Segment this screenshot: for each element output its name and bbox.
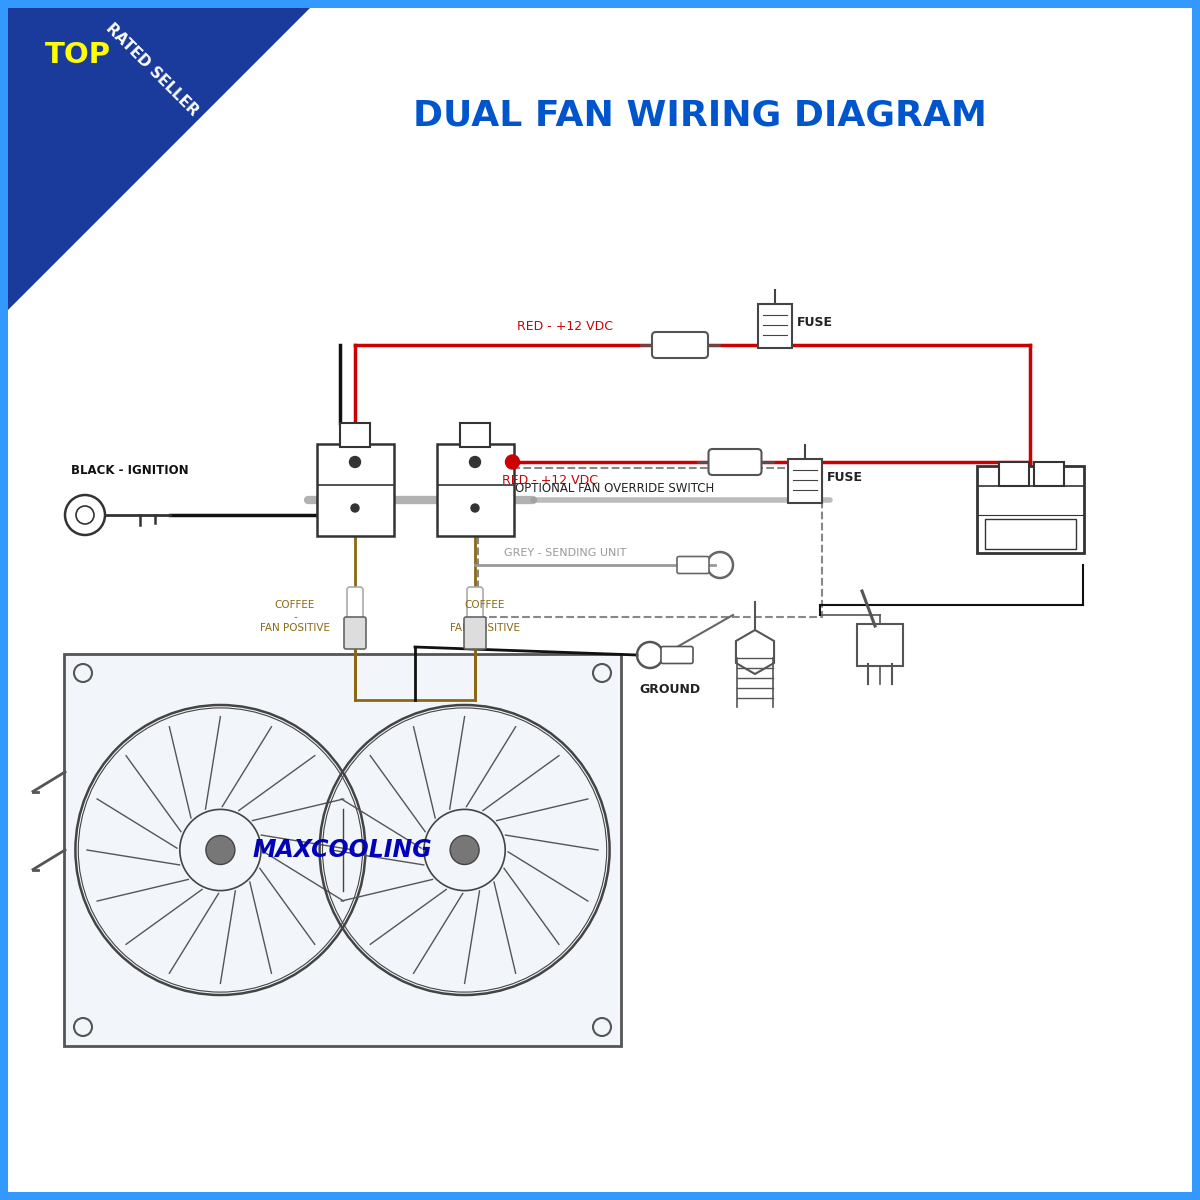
Circle shape — [470, 504, 479, 512]
Circle shape — [469, 456, 480, 468]
FancyBboxPatch shape — [344, 617, 366, 649]
Text: FUSE: FUSE — [797, 317, 833, 330]
Text: MAXCOOLING: MAXCOOLING — [253, 838, 432, 862]
FancyBboxPatch shape — [317, 444, 394, 536]
Text: COFFEE
-
FAN POSITIVE: COFFEE - FAN POSITIVE — [260, 600, 330, 634]
FancyBboxPatch shape — [464, 617, 486, 649]
Text: TOP: TOP — [46, 41, 112, 68]
FancyBboxPatch shape — [1034, 462, 1064, 486]
Text: FUSE: FUSE — [827, 472, 863, 485]
Text: GROUND: GROUND — [640, 683, 701, 696]
FancyBboxPatch shape — [857, 624, 904, 666]
Circle shape — [505, 455, 520, 469]
Circle shape — [450, 835, 479, 864]
Text: DUAL FAN WIRING DIAGRAM: DUAL FAN WIRING DIAGRAM — [413, 98, 986, 132]
FancyBboxPatch shape — [652, 332, 708, 358]
Text: GREY - SENDING UNIT: GREY - SENDING UNIT — [504, 548, 626, 558]
FancyBboxPatch shape — [661, 647, 694, 664]
FancyBboxPatch shape — [998, 462, 1030, 486]
Polygon shape — [8, 8, 310, 310]
FancyBboxPatch shape — [677, 557, 709, 574]
Text: RED - +12 VDC: RED - +12 VDC — [517, 320, 613, 334]
FancyBboxPatch shape — [347, 587, 364, 634]
Text: OPTIONAL FAN OVERRIDE SWITCH: OPTIONAL FAN OVERRIDE SWITCH — [515, 481, 714, 494]
FancyBboxPatch shape — [788, 458, 822, 503]
Polygon shape — [736, 630, 774, 674]
Circle shape — [352, 504, 359, 512]
FancyBboxPatch shape — [340, 422, 370, 446]
Text: COFFEE
-
FAN POSITIVE: COFFEE - FAN POSITIVE — [450, 600, 520, 634]
Text: BLACK - IGNITION: BLACK - IGNITION — [71, 463, 188, 476]
FancyBboxPatch shape — [460, 422, 490, 446]
FancyBboxPatch shape — [708, 449, 762, 475]
Circle shape — [349, 456, 360, 468]
Text: RATED SELLER: RATED SELLER — [103, 20, 202, 119]
FancyBboxPatch shape — [758, 304, 792, 348]
FancyBboxPatch shape — [977, 467, 1084, 553]
FancyBboxPatch shape — [437, 444, 514, 536]
FancyBboxPatch shape — [64, 654, 622, 1046]
Text: RED - +12 VDC: RED - +12 VDC — [502, 474, 598, 486]
FancyBboxPatch shape — [467, 587, 482, 634]
Circle shape — [206, 835, 235, 864]
